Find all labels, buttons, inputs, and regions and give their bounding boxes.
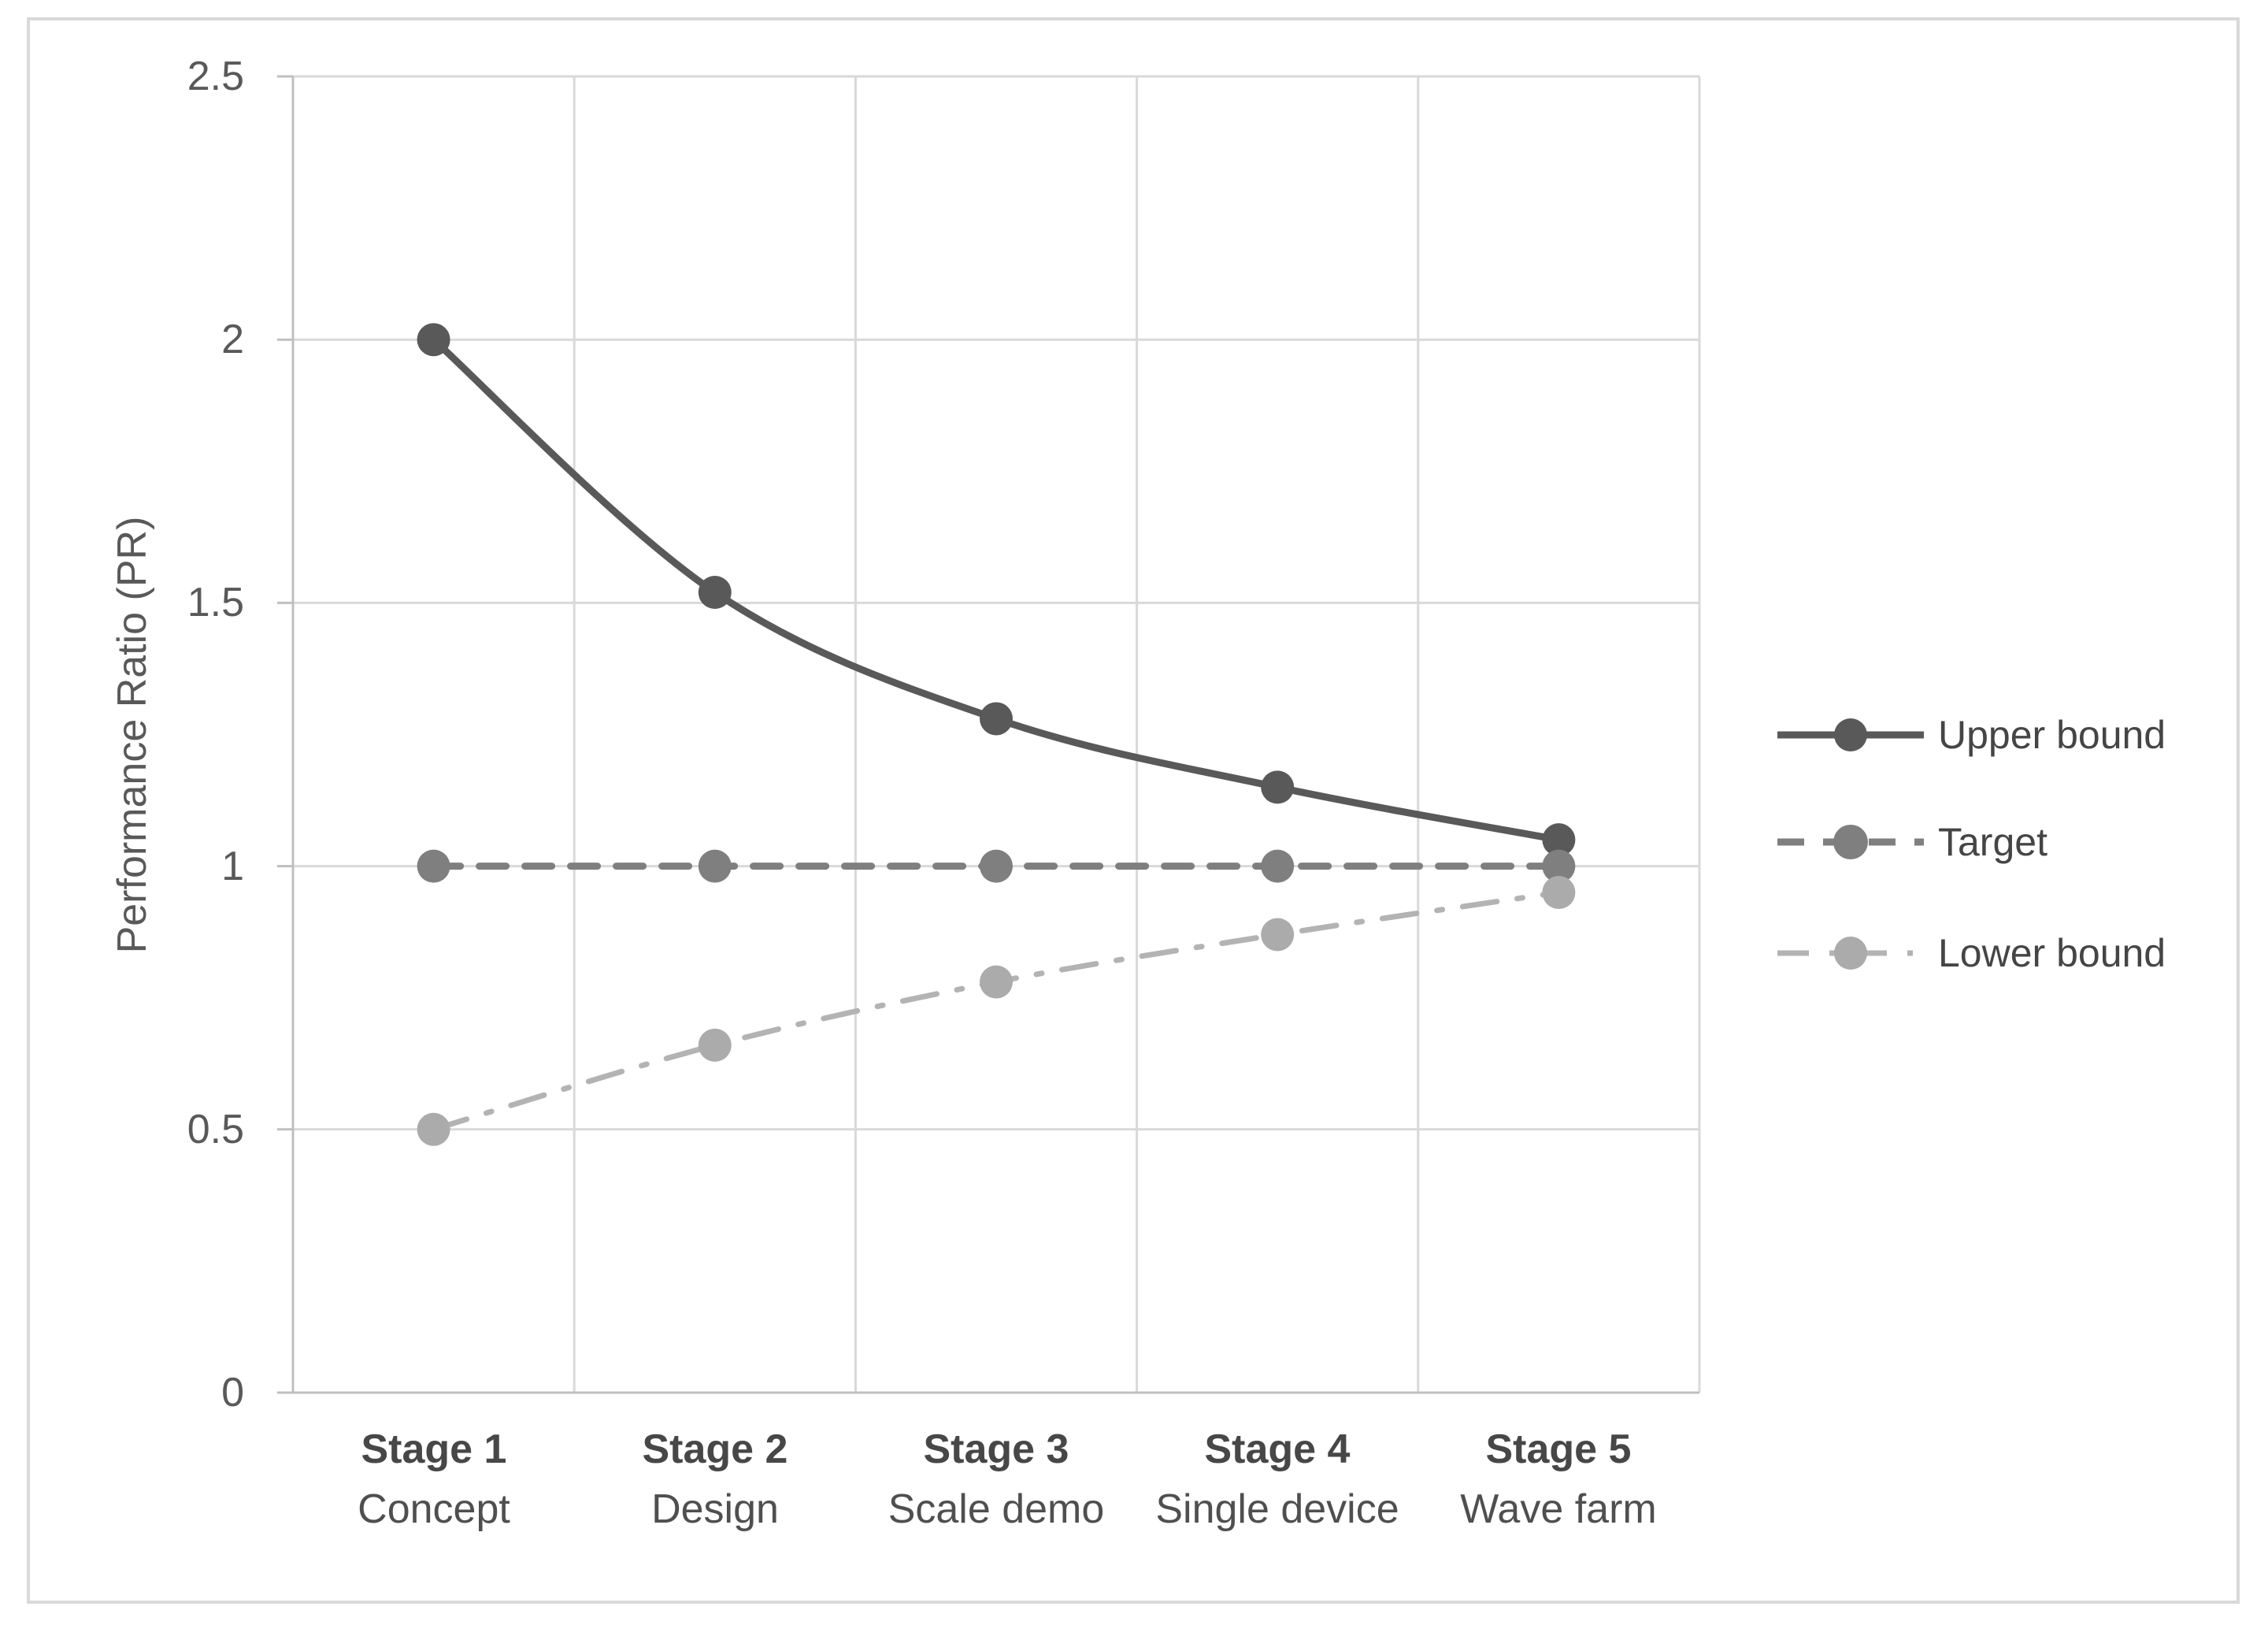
data-point-lower-bound: [1542, 876, 1576, 910]
data-point-target: [1261, 849, 1295, 883]
y-tick-label: 2.5: [187, 54, 244, 99]
chart-border: [27, 17, 2240, 1604]
data-point-target: [417, 849, 450, 883]
x-category-stage: Stage 1: [361, 1427, 507, 1472]
data-point-lower-bound: [1261, 918, 1295, 952]
legend-label: Target: [1938, 820, 2048, 864]
lower-bound-line-icon: [1777, 937, 1924, 970]
series-line-lower-bound: [431, 889, 1562, 1133]
y-tick-label: 1: [221, 844, 244, 889]
y-tick-label: 0.5: [187, 1107, 244, 1152]
y-tick-label: 1.5: [187, 580, 244, 625]
data-point-lower-bound: [698, 1028, 732, 1062]
legend-item-target: Target: [1776, 817, 2048, 867]
x-category-stage: Stage 4: [1204, 1427, 1351, 1472]
y-tick-label: 2: [221, 317, 244, 362]
data-point-upper-bound: [417, 323, 450, 357]
data-point-upper-bound: [1542, 823, 1576, 857]
y-tick-label: 0: [221, 1370, 244, 1415]
data-point-lower-bound: [980, 965, 1013, 999]
series-line-upper-bound: [430, 336, 1562, 844]
x-category-sublabel: Wave farm: [1460, 1486, 1657, 1532]
x-category-label: Stage 1 Concept: [229, 1419, 639, 1539]
data-point-lower-bound: [417, 1112, 450, 1146]
x-category-stage: Stage 3: [923, 1427, 1069, 1472]
legend-item-upper-bound: Upper bound: [1776, 710, 2166, 760]
legend-label: Lower bound: [1938, 931, 2166, 975]
x-category-label: Stage 2 Design: [510, 1419, 920, 1539]
x-category-label: Stage 4 Single device: [1073, 1419, 1482, 1539]
x-category-stage: Stage 5: [1485, 1427, 1632, 1472]
data-point-target: [1542, 849, 1576, 883]
x-category-label: Stage 5 Wave farm: [1354, 1419, 1763, 1539]
x-category-sublabel: Concept: [358, 1486, 510, 1532]
data-point-upper-bound: [1261, 770, 1295, 804]
data-point-target: [980, 849, 1013, 883]
data-point-target: [698, 849, 732, 883]
x-category-sublabel: Scale demo: [888, 1486, 1105, 1532]
data-point-upper-bound: [980, 702, 1013, 736]
x-category-sublabel: Single device: [1155, 1486, 1399, 1532]
legend-item-lower-bound: Lower bound: [1776, 928, 2166, 978]
x-category-label: Stage 3 Scale demo: [791, 1419, 1201, 1539]
x-category-stage: Stage 2: [642, 1427, 788, 1472]
legend-label: Upper bound: [1938, 713, 2166, 757]
target-line-icon: [1777, 825, 1924, 859]
data-point-upper-bound: [698, 576, 732, 610]
x-category-sublabel: Design: [651, 1486, 779, 1532]
upper-bound-line-icon: [1777, 718, 1924, 751]
